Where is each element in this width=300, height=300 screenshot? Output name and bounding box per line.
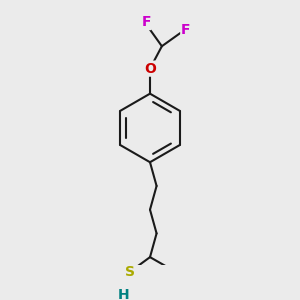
Text: H: H [118, 288, 129, 300]
Text: S: S [125, 265, 135, 279]
Text: F: F [181, 23, 190, 38]
Text: O: O [144, 61, 156, 76]
Text: F: F [141, 16, 151, 29]
